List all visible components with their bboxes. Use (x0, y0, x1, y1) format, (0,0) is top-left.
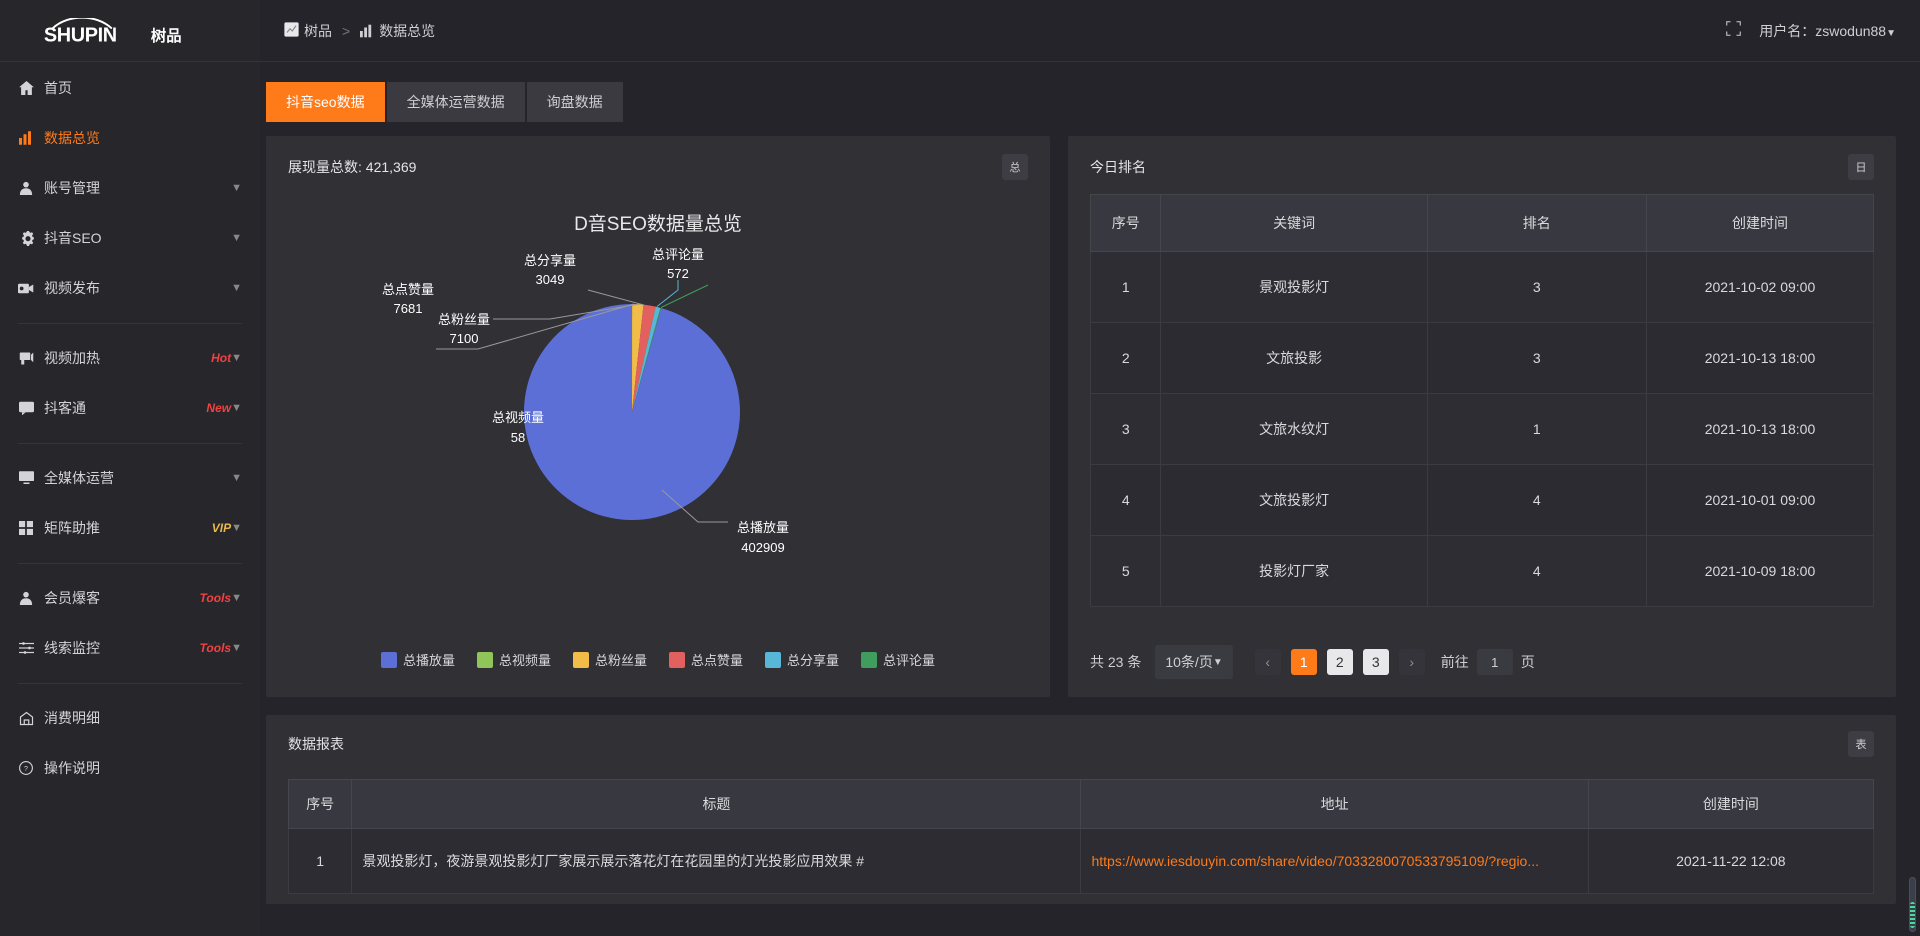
svg-text:7100: 7100 (450, 331, 479, 346)
svg-text:总播放量: 总播放量 (737, 520, 789, 535)
svg-text:树品: 树品 (151, 26, 182, 43)
svg-text:572: 572 (667, 266, 689, 281)
svg-text:7681: 7681 (394, 301, 423, 316)
svg-text:?: ? (24, 766, 28, 773)
svg-text:402909: 402909 (741, 540, 784, 555)
svg-text:总粉丝量: 总粉丝量 (438, 312, 490, 327)
svg-text:58: 58 (511, 430, 525, 445)
svg-text:总视频量: 总视频量 (492, 410, 544, 425)
svg-text:D音SEO数据量总览: D音SEO数据量总览 (574, 213, 742, 235)
svg-text:总点赞量: 总点赞量 (382, 282, 434, 297)
svg-text:总分享量: 总分享量 (524, 253, 576, 268)
svg-text:3049: 3049 (536, 272, 565, 287)
svg-text:总评论量: 总评论量 (652, 247, 704, 262)
svg-text:SHUPIN: SHUPIN (44, 24, 117, 43)
